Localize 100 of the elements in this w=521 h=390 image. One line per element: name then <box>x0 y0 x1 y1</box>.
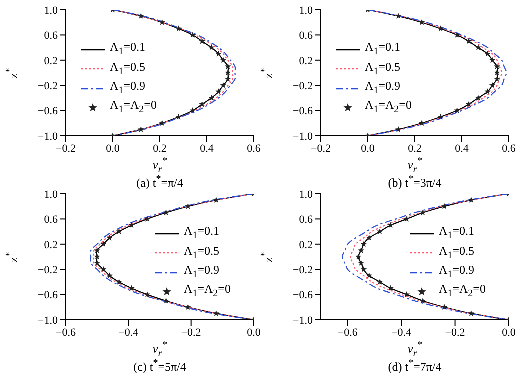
text: (b) t$^{*}$=3π/4 <box>388 174 442 190</box>
x-tick-label: 0.0 <box>502 326 516 339</box>
x-tick-label: 0.6 <box>247 142 262 155</box>
x-tick-label: 0.0 <box>361 142 376 155</box>
legend-label: Λ$_{1}$=0.1 <box>110 40 146 60</box>
y-tick-label: −0.2 <box>293 264 313 277</box>
point <box>420 298 426 304</box>
point <box>163 210 170 216</box>
point <box>466 101 472 108</box>
x-tick-label: 0.2 <box>408 142 422 155</box>
point <box>208 94 215 101</box>
text: (a) t$^{*}$=π/4 <box>136 174 184 190</box>
point <box>190 108 196 114</box>
y-tick-label: 0.6 <box>44 214 58 226</box>
y-tick-label: −1.0 <box>293 314 314 327</box>
y-tick-label: −0.6 <box>293 106 314 118</box>
point <box>489 57 496 64</box>
legend-label: Λ$_{1}$=0.9 <box>365 79 400 98</box>
y-tick-label: −1.0 <box>38 314 58 327</box>
point <box>106 272 113 279</box>
y-tick-label: −0.6 <box>38 106 58 118</box>
point <box>216 50 222 57</box>
point <box>484 50 491 57</box>
point <box>176 26 182 32</box>
point <box>418 19 426 26</box>
point <box>358 260 364 266</box>
point <box>484 88 491 95</box>
x-tick-label: 0.4 <box>455 142 470 155</box>
point <box>360 241 368 248</box>
y-tick-label: 0.6 <box>44 30 58 42</box>
legend-label: Λ$_{1}$=Λ$_{2}$=0 <box>110 98 157 118</box>
point <box>94 260 100 266</box>
point <box>404 292 410 298</box>
y-tick-label: 0.2 <box>299 239 313 252</box>
point <box>225 70 232 76</box>
point <box>494 76 500 82</box>
y-tick-label: 1.0 <box>44 4 58 17</box>
point <box>138 126 144 132</box>
legend-label: Λ$_{1}$=0.9 <box>439 263 474 282</box>
y-tick-label: −0.2 <box>38 264 58 277</box>
point <box>475 94 482 101</box>
y-tick-label: −1.0 <box>38 130 58 143</box>
legend-label: Λ$_{1}$=0.1 <box>439 224 474 244</box>
y-tick-label: 0.2 <box>299 55 313 68</box>
point <box>376 228 384 234</box>
point <box>144 216 151 222</box>
y-tick-label: −0.2 <box>38 80 58 93</box>
point <box>441 203 448 210</box>
legend-label: Λ$_{1}$=0.1 <box>365 40 400 60</box>
point <box>388 222 394 228</box>
point <box>106 234 113 241</box>
point <box>116 228 122 234</box>
legend-label: Λ$_{1}$=0.5 <box>365 60 400 80</box>
legend-label: Λ$_{1}$=0.5 <box>184 244 220 264</box>
point <box>159 19 166 26</box>
point <box>159 120 166 126</box>
x-tick-label: 0.0 <box>247 326 262 339</box>
point <box>468 310 474 316</box>
point <box>213 197 220 203</box>
y-tick-label: 1.0 <box>299 4 314 17</box>
legend-label: Λ$_{1}$=0.1 <box>184 224 220 244</box>
x-tick-label: 0.0 <box>106 142 120 155</box>
point <box>220 57 227 64</box>
legend-label: Λ$_{1}$=0.9 <box>184 263 220 282</box>
legend-label: Λ$_{1}$=0.5 <box>110 60 146 80</box>
point <box>225 76 232 82</box>
point <box>438 114 444 120</box>
x-tick-label: −0.6 <box>338 326 358 339</box>
point <box>138 13 144 19</box>
point <box>489 82 496 88</box>
text: (c) t$^{*}$=5π/4 <box>134 358 186 374</box>
point <box>454 108 460 114</box>
point <box>225 63 232 70</box>
point <box>441 304 448 310</box>
point <box>438 26 444 32</box>
point <box>395 126 402 132</box>
point <box>199 38 206 44</box>
point <box>475 44 482 50</box>
point <box>494 63 500 70</box>
y-tick-label: 1.0 <box>299 188 314 201</box>
legend-label: Λ$_{1}$=0.9 <box>110 79 146 98</box>
point <box>199 101 206 108</box>
x-tick-label: −0.6 <box>56 326 76 339</box>
y-tick-label: 1.0 <box>44 188 58 201</box>
point <box>190 32 196 38</box>
point <box>208 44 215 50</box>
point <box>366 234 372 241</box>
legend-label: Λ$_{1}$=0.5 <box>439 244 474 264</box>
point <box>420 210 426 216</box>
point <box>185 203 192 210</box>
point <box>128 285 135 292</box>
x-tick-label: −0.2 <box>445 326 466 339</box>
point <box>163 298 170 304</box>
y-tick-label: −0.2 <box>293 80 313 93</box>
point <box>494 70 500 76</box>
point <box>100 266 107 272</box>
point <box>360 266 368 272</box>
point <box>404 216 410 222</box>
point <box>466 38 472 44</box>
x-tick-label: −0.2 <box>56 142 76 155</box>
